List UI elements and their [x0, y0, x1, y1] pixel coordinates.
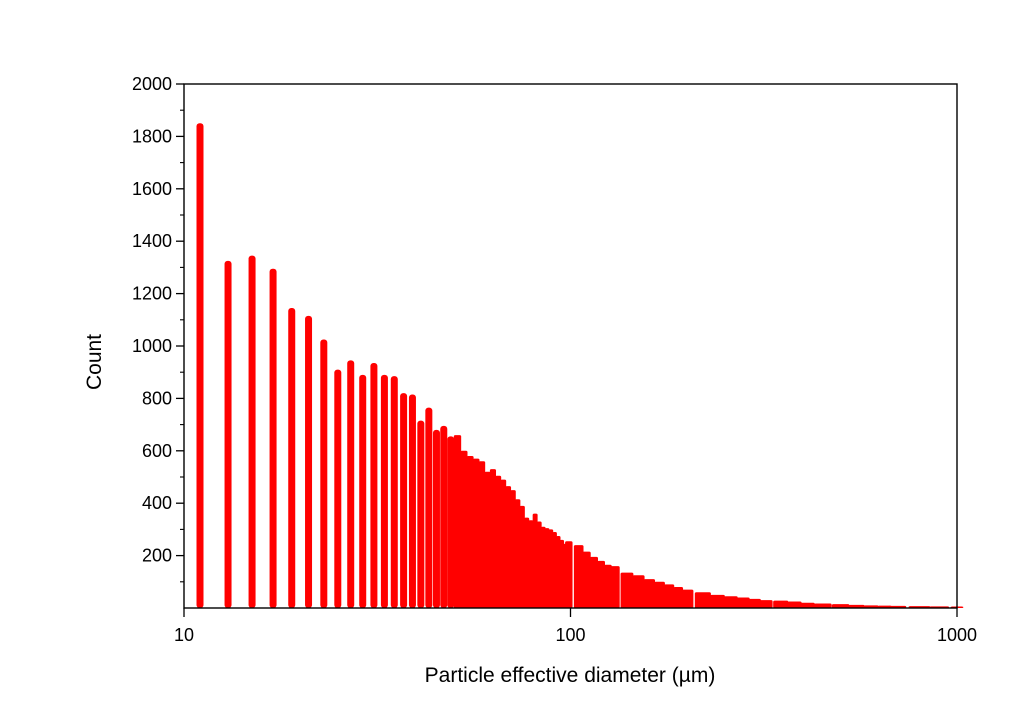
histogram-bar [460, 450, 468, 608]
histogram-bar [390, 376, 398, 608]
histogram-bar [609, 566, 620, 608]
histogram-bar [589, 556, 599, 608]
ticks-group: 200 400 600 800 1000 1200 1400 1600 1800 2000 10 10… [132, 74, 977, 645]
histogram-bar [643, 579, 656, 608]
histogram-bar [248, 255, 256, 609]
histogram-bar [758, 600, 773, 608]
histogram-bar [524, 517, 530, 608]
histogram-bar [453, 435, 462, 608]
histogram-bar [748, 598, 761, 608]
y-tick-label: 1600 [132, 179, 172, 199]
histogram-bar [305, 315, 313, 608]
histogram-bar [654, 581, 665, 608]
histogram-bar [544, 528, 550, 608]
y-tick-label: 1400 [132, 231, 172, 251]
histogram-bar [680, 589, 694, 608]
histogram-bar [694, 592, 711, 608]
histogram-bar [489, 469, 497, 608]
histogram-bar [582, 551, 591, 608]
histogram-bar [632, 575, 645, 608]
x-tick-label: 1000 [937, 625, 977, 645]
histogram-bar [472, 458, 480, 608]
y-tick-label: 400 [142, 493, 172, 513]
histogram-bar [347, 360, 355, 608]
histogram-bar [620, 572, 634, 608]
histogram-bar [532, 513, 538, 608]
y-tick-label: 1800 [132, 126, 172, 146]
histogram-bar [478, 461, 486, 608]
x-tick-label: 10 [174, 625, 194, 645]
histogram-bar [831, 604, 850, 608]
histogram-bar [597, 560, 605, 608]
histogram-bar [787, 601, 802, 608]
y-tick-label: 2000 [132, 74, 172, 94]
histogram-bar [320, 339, 328, 608]
histogram-bar [425, 407, 433, 608]
histogram-bar [552, 532, 557, 608]
histogram-bar [447, 436, 455, 608]
histogram-bar [432, 429, 440, 608]
histogram-bar [380, 374, 388, 608]
y-tick-label: 800 [142, 388, 172, 408]
histogram-bar [196, 123, 204, 609]
x-axis-title: Particle effective diameter (µm) [425, 664, 716, 687]
histogram-bar [334, 369, 342, 608]
y-tick-label: 1200 [132, 284, 172, 304]
histogram-bar [710, 594, 725, 608]
histogram-bar [269, 268, 277, 608]
plot-frame [183, 83, 958, 609]
histogram-bar [559, 539, 565, 608]
histogram-bar [799, 602, 815, 608]
y-tick-label: 600 [142, 441, 172, 461]
histogram-bar [514, 499, 521, 608]
y-tick-label: 200 [142, 546, 172, 566]
y-axis-title: Count [83, 334, 106, 390]
histogram-bar [548, 529, 554, 608]
histogram-bar [417, 420, 425, 608]
histogram-bar [400, 393, 408, 608]
histogram-bar [773, 600, 789, 608]
histogram-bar [664, 584, 675, 608]
histogram-bar [724, 596, 738, 608]
histogram-bar [736, 597, 750, 608]
histogram-bar [528, 520, 534, 608]
histogram-bar [466, 456, 474, 608]
histogram-bar [510, 490, 516, 608]
histogram-bar [519, 505, 525, 608]
histogram-bar [440, 425, 448, 608]
histogram-bar [495, 475, 502, 608]
x-tick-label: 100 [555, 625, 585, 645]
histogram-bar [359, 374, 367, 608]
histogram-bar [500, 479, 507, 608]
histogram-bar [814, 603, 832, 608]
histogram-bar [536, 521, 542, 608]
histogram-bar [288, 308, 296, 608]
y-tick-label: 1000 [132, 336, 172, 356]
histogram-bar [484, 471, 491, 608]
histogram-bar [224, 260, 232, 608]
histogram-bar [505, 486, 512, 608]
bars-group [196, 123, 964, 609]
histogram-bar [540, 526, 546, 608]
histogram-bar [408, 394, 416, 608]
histogram-bar [848, 604, 865, 608]
histogram-bar [573, 545, 584, 608]
histogram-bar [556, 535, 561, 608]
histogram-bar [370, 363, 378, 608]
histogram-bar [565, 541, 573, 608]
